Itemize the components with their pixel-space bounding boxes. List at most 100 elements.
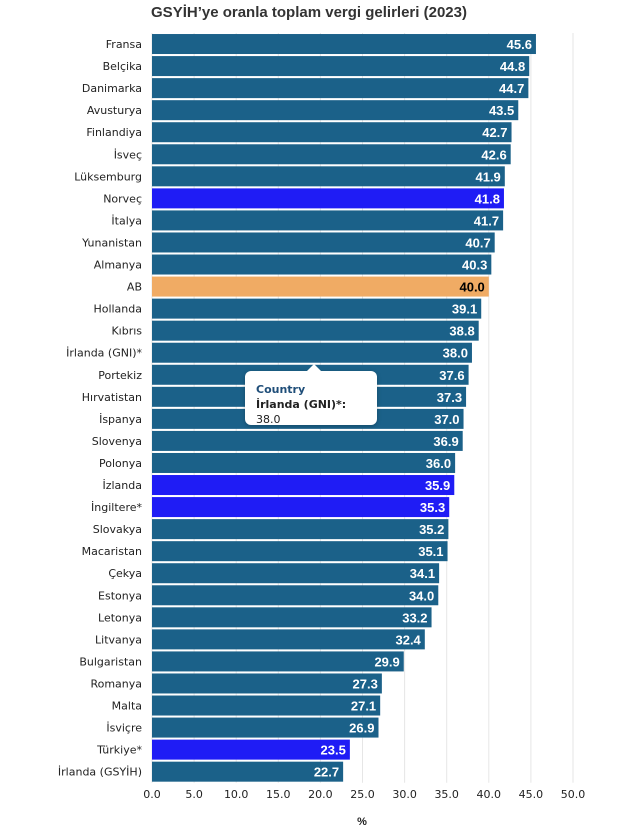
data-label: 42.7: [482, 125, 507, 140]
data-label: 33.2: [402, 610, 427, 625]
bar[interactable]: [152, 320, 479, 341]
x-tick-label: 25.0: [350, 788, 375, 801]
x-axis-title: %: [357, 816, 367, 828]
category-label: Lüksemburg: [74, 170, 142, 183]
category-label: Finlandiya: [86, 126, 142, 139]
data-label: 27.1: [351, 699, 376, 714]
data-label: 41.8: [475, 191, 500, 206]
data-label: 29.9: [374, 654, 399, 669]
bar[interactable]: [152, 761, 344, 782]
data-label: 40.3: [462, 258, 487, 273]
bar[interactable]: [152, 276, 489, 297]
bar[interactable]: [152, 475, 455, 496]
data-label: 38.8: [449, 324, 474, 339]
tooltip-header: Country: [256, 383, 306, 396]
data-label: 26.9: [349, 721, 374, 736]
category-label: Romanya: [90, 677, 142, 690]
bar[interactable]: [152, 122, 512, 143]
category-label: İzlanda: [102, 479, 142, 492]
category-label: Kıbrıs: [111, 325, 142, 338]
category-label: Letonya: [98, 611, 142, 624]
x-tick-label: 45.0: [519, 788, 544, 801]
bar[interactable]: [152, 673, 382, 694]
data-label: 38.0: [443, 346, 468, 361]
category-label: İspanya: [99, 413, 142, 426]
category-label: İrlanda (GSYİH): [58, 766, 142, 779]
data-label: 37.3: [437, 390, 462, 405]
bar[interactable]: [152, 541, 448, 562]
x-tick-label: 50.0: [561, 788, 586, 801]
data-label: 37.0: [434, 412, 459, 427]
category-label: Bulgaristan: [79, 655, 142, 668]
category-label: İsviçre: [106, 722, 142, 735]
bar[interactable]: [152, 497, 450, 518]
data-label: 42.6: [481, 147, 506, 162]
bar[interactable]: [152, 430, 463, 451]
x-tick-label: 0.0: [143, 788, 161, 801]
bar[interactable]: [152, 452, 456, 473]
bar[interactable]: [152, 342, 472, 363]
bar[interactable]: [152, 34, 536, 55]
data-label: 35.2: [419, 522, 444, 537]
data-label: 22.7: [314, 765, 339, 780]
data-label: 41.9: [475, 169, 500, 184]
tooltip-label: İrlanda (GNI)*:: [256, 398, 347, 411]
category-label: Portekiz: [98, 369, 142, 382]
category-label: Norveç: [103, 192, 142, 205]
category-label: Çekya: [108, 567, 142, 580]
data-label: 36.0: [426, 456, 451, 471]
data-label: 40.0: [459, 280, 484, 295]
category-label: İsveç: [114, 148, 142, 161]
bar[interactable]: [152, 585, 439, 606]
data-label: 44.8: [500, 59, 525, 74]
data-label: 36.9: [433, 434, 458, 449]
bar[interactable]: [152, 254, 492, 275]
category-label: Fransa: [106, 38, 142, 51]
data-label: 40.7: [465, 235, 490, 250]
x-tick-label: 40.0: [477, 788, 502, 801]
bar[interactable]: [152, 100, 519, 121]
bar[interactable]: [152, 188, 504, 209]
bar[interactable]: [152, 717, 379, 738]
data-label: 41.7: [474, 213, 499, 228]
bar[interactable]: [152, 695, 381, 716]
bar[interactable]: [152, 519, 449, 540]
x-tick-label: 20.0: [308, 788, 333, 801]
data-label: 37.6: [439, 368, 464, 383]
data-label: 35.1: [418, 544, 443, 559]
category-label: İngiltere*: [91, 501, 142, 514]
category-label: İrlanda (GNI)*: [66, 347, 142, 360]
data-label: 39.1: [452, 302, 477, 317]
category-labels: Fransa Belçika Danimarka Avusturya Finlandiy…: [58, 38, 143, 779]
bar[interactable]: [152, 651, 404, 672]
bar[interactable]: [152, 166, 505, 187]
bar[interactable]: [152, 298, 482, 319]
bar[interactable]: [152, 607, 432, 628]
category-label: Hırvatistan: [82, 391, 142, 404]
category-label: Yunanistan: [81, 236, 142, 249]
category-label: Polonya: [99, 457, 142, 470]
tooltip-value: 38.0: [256, 413, 281, 426]
category-label: Slovenya: [92, 435, 142, 448]
category-label: Slovakya: [93, 523, 142, 536]
bar[interactable]: [152, 56, 530, 77]
data-label: 35.3: [420, 500, 445, 515]
category-label: Malta: [112, 700, 142, 713]
category-label: Danimarka: [82, 82, 142, 95]
data-label: 44.7: [499, 81, 524, 96]
bar[interactable]: [152, 78, 529, 99]
bar[interactable]: [152, 210, 504, 231]
data-label: 35.9: [425, 478, 450, 493]
category-label: AB: [127, 281, 142, 294]
chart-title: GSYİH’ye oranla toplam vergi gelirleri (…: [151, 4, 467, 21]
x-tick-label: 30.0: [392, 788, 417, 801]
bar[interactable]: [152, 629, 425, 650]
bar[interactable]: [152, 739, 350, 760]
category-label: Avusturya: [87, 104, 142, 117]
bar[interactable]: [152, 563, 440, 584]
tooltip: Country İrlanda (GNI)*: 38.0: [245, 364, 377, 426]
data-label: 27.3: [353, 676, 378, 691]
bar[interactable]: [152, 144, 511, 165]
x-tick-label: 5.0: [185, 788, 203, 801]
bar[interactable]: [152, 232, 495, 253]
